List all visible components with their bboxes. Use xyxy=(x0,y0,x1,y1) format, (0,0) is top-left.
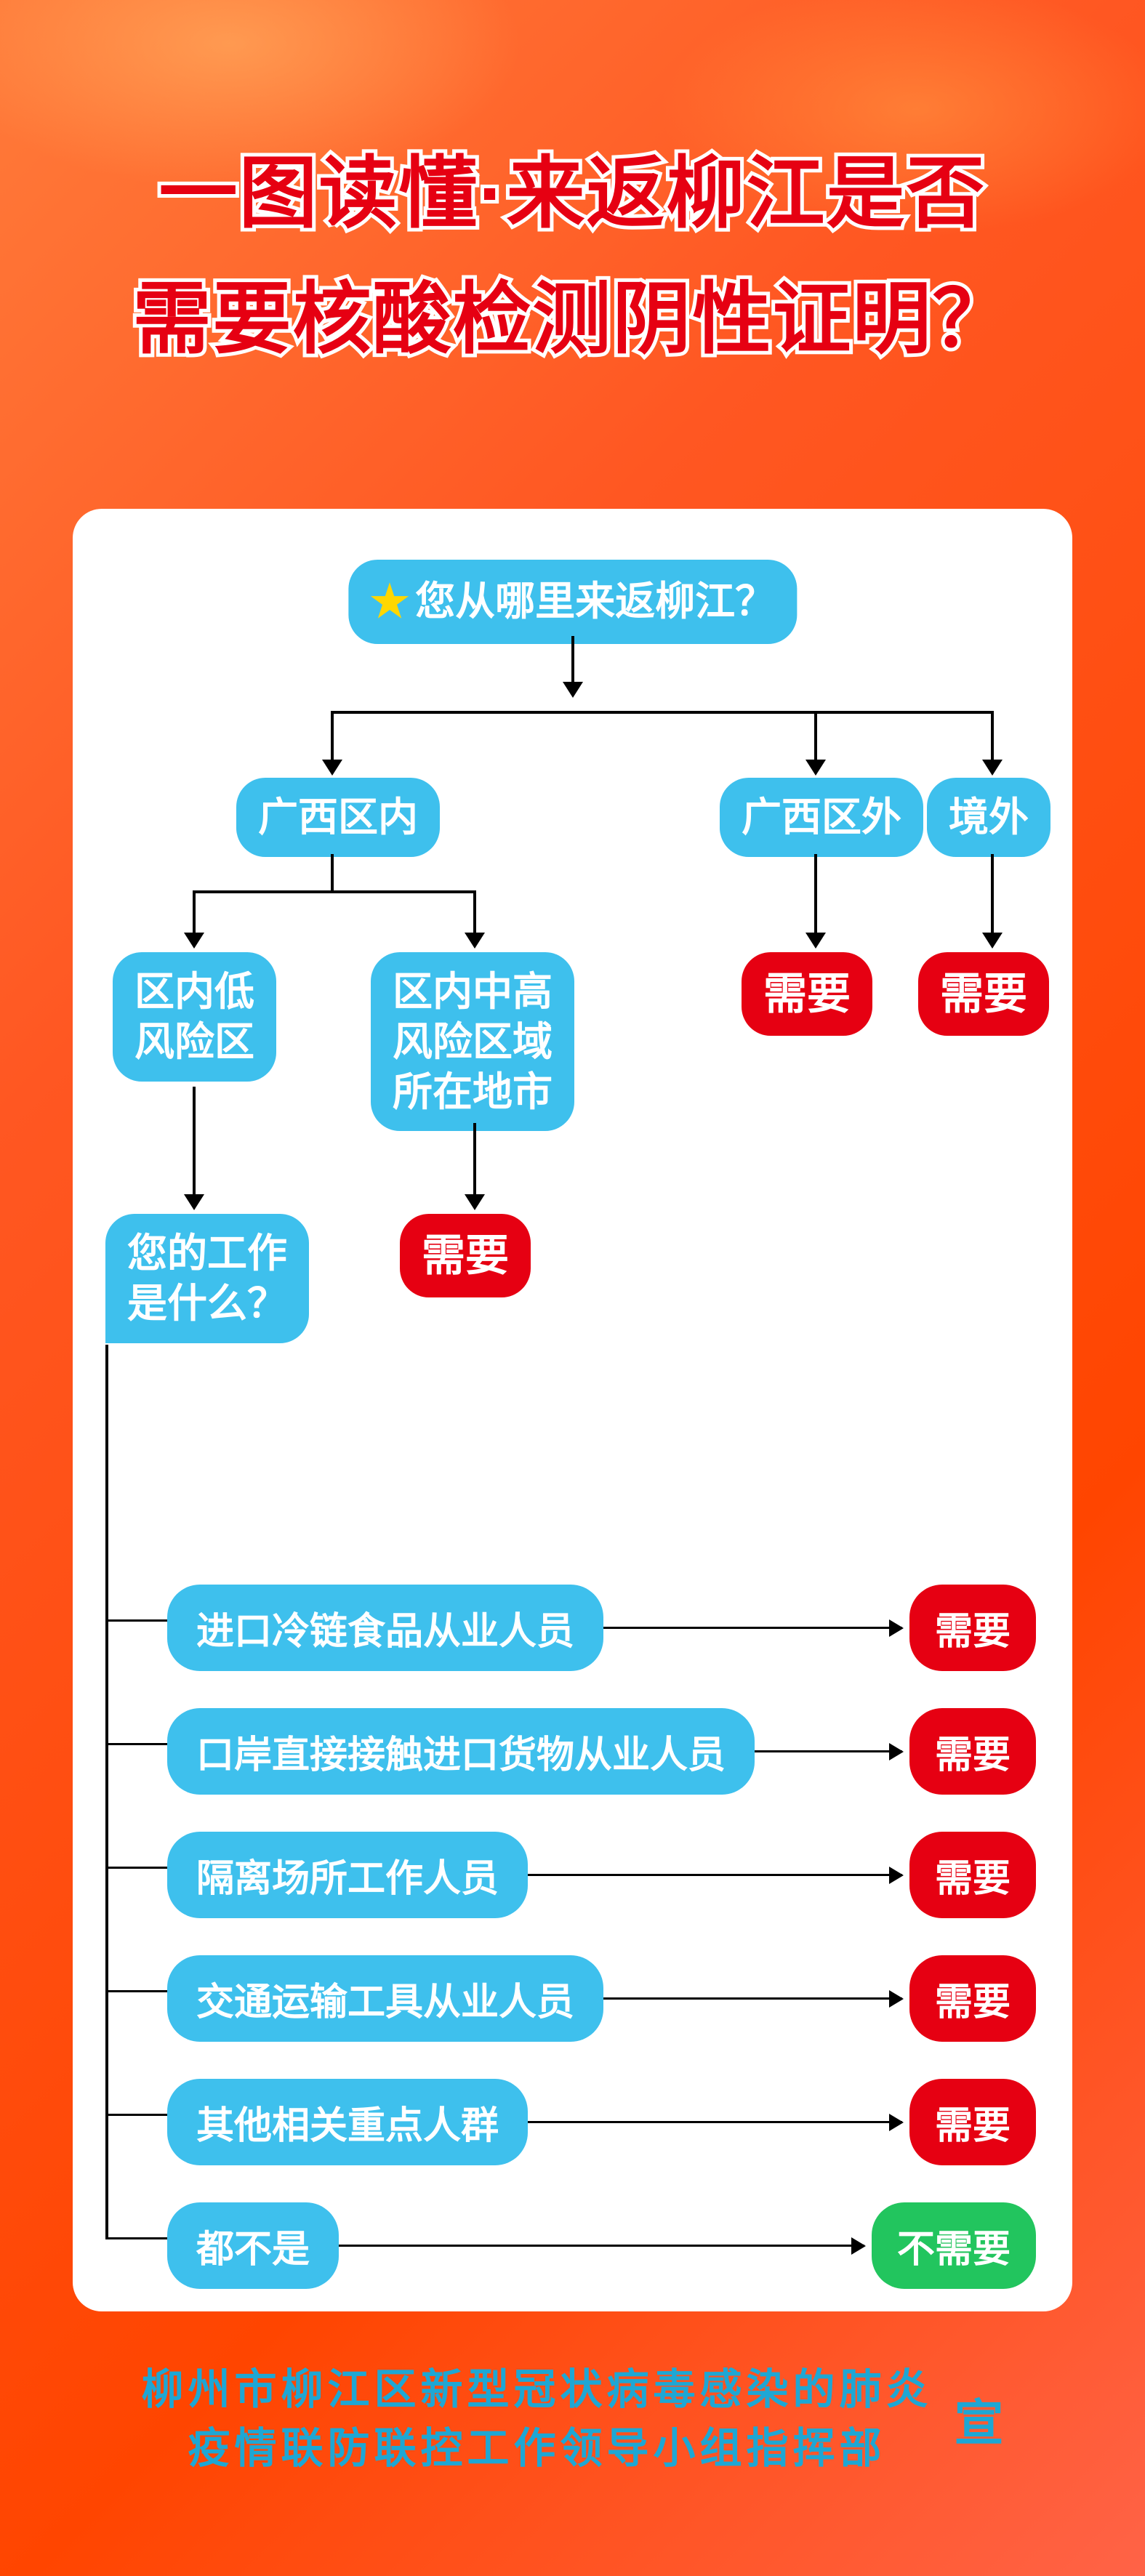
connector xyxy=(331,711,992,714)
job-label: 进口冷链食品从业人员 xyxy=(167,1585,603,1671)
arrow-icon xyxy=(184,1194,204,1210)
connector xyxy=(473,890,476,934)
connector xyxy=(193,1087,196,1196)
root-label: 您从哪里来返柳江？ xyxy=(415,576,775,627)
job-label: 交通运输工具从业人员 xyxy=(167,1955,603,2042)
arrow-icon xyxy=(322,760,342,776)
connector xyxy=(105,1867,167,1869)
job-result: 需要 xyxy=(909,1832,1036,1918)
title-line1: 一图读懂·来返柳江是否 xyxy=(64,131,1082,257)
branch-guangxi-out: 广西区外 xyxy=(720,778,923,857)
job-label: 都不是 xyxy=(167,2202,339,2289)
job-result: 需要 xyxy=(909,1708,1036,1795)
connector xyxy=(193,890,476,893)
arrow-icon xyxy=(563,682,583,698)
sub-mid-high-risk: 区内中高 风险区域 所在地市 xyxy=(371,952,574,1131)
result-guangxi-out: 需要 xyxy=(742,952,872,1036)
title-line2: 需要核酸检测阴性证明？ xyxy=(64,257,1082,382)
footer-main: 柳州市柳江区新型冠状病毒感染的肺炎 疫情联防联控工作领导小组指挥部 xyxy=(141,2360,932,2478)
root-node: ★ 您从哪里来返柳江？ xyxy=(348,560,797,644)
arrow-icon xyxy=(184,933,204,949)
arrow-icon xyxy=(982,760,1003,776)
job-spine xyxy=(105,1345,108,2237)
star-icon: ★ xyxy=(370,574,409,629)
job-result: 不需要 xyxy=(872,2202,1036,2289)
job-row: 其他相关重点人群 需要 xyxy=(167,2079,1036,2165)
main-panel: ★ 您从哪里来返柳江？ 广西区内 广西区外 境外 需要 需要 区内低 风险区 区… xyxy=(73,509,1072,2311)
result-mid-high: 需要 xyxy=(400,1214,531,1297)
branch-guangxi-in: 广西区内 xyxy=(236,778,440,857)
job-label: 隔离场所工作人员 xyxy=(167,1832,528,1918)
job-row: 进口冷链食品从业人员 需要 xyxy=(167,1585,1036,1671)
job-question-node: 您的工作 是什么？ xyxy=(105,1214,309,1343)
sub-low-risk: 区内低 风险区 xyxy=(113,952,276,1082)
arrow-right-icon xyxy=(603,1627,902,1629)
connector xyxy=(571,636,574,683)
job-row: 口岸直接接触进口货物从业人员 需要 xyxy=(167,1708,1036,1795)
title-block: 一图读懂·来返柳江是否 需要核酸检测阴性证明？ xyxy=(64,131,1082,382)
connector xyxy=(814,854,817,934)
arrow-right-icon xyxy=(339,2245,864,2247)
arrow-icon xyxy=(465,1194,485,1210)
job-result: 需要 xyxy=(909,1955,1036,2042)
arrow-right-icon xyxy=(528,2121,902,2123)
job-row: 隔离场所工作人员 需要 xyxy=(167,1832,1036,1918)
arrow-icon xyxy=(805,933,826,949)
connector xyxy=(991,711,994,762)
arrow-right-icon xyxy=(603,1997,902,2000)
branch-overseas: 境外 xyxy=(927,778,1050,857)
connector xyxy=(105,1619,167,1622)
arrow-icon xyxy=(465,933,485,949)
footer: 柳州市柳江区新型冠状病毒感染的肺炎 疫情联防联控工作领导小组指挥部 宣 xyxy=(82,2360,1064,2478)
job-label: 口岸直接接触进口货物从业人员 xyxy=(167,1708,755,1795)
connector xyxy=(105,1990,167,1992)
connector xyxy=(105,2237,167,2239)
job-row: 交通运输工具从业人员 需要 xyxy=(167,1955,1036,2042)
result-overseas: 需要 xyxy=(918,952,1049,1036)
connector xyxy=(331,854,334,890)
connector xyxy=(105,2114,167,2116)
job-label: 其他相关重点人群 xyxy=(167,2079,528,2165)
connector xyxy=(331,711,334,762)
job-row: 都不是 不需要 xyxy=(167,2202,1036,2289)
job-result: 需要 xyxy=(909,1585,1036,1671)
connector xyxy=(814,711,817,762)
connector xyxy=(193,890,196,934)
connector xyxy=(105,1743,167,1745)
footer-suffix: 宣 xyxy=(955,2383,1004,2455)
arrow-right-icon xyxy=(528,1874,902,1876)
arrow-icon xyxy=(805,760,826,776)
job-result: 需要 xyxy=(909,2079,1036,2165)
connector xyxy=(473,1123,476,1196)
connector xyxy=(991,854,994,934)
arrow-right-icon xyxy=(755,1750,902,1752)
arrow-icon xyxy=(982,933,1003,949)
